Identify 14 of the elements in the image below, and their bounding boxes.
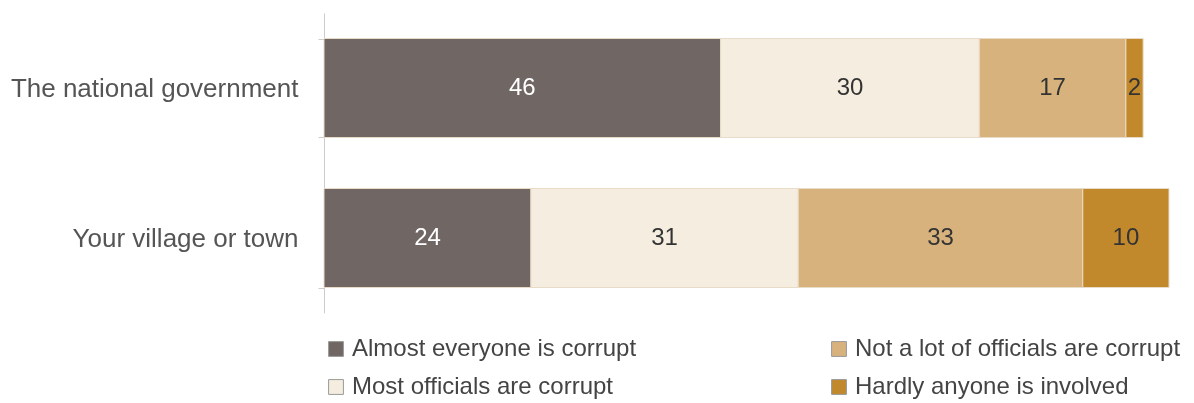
legend-label: Almost everyone is corrupt	[352, 334, 637, 361]
data-label: 2	[1127, 73, 1142, 100]
data-label: 10	[1112, 223, 1140, 250]
data-label: 24	[414, 223, 441, 250]
data-label: 46	[508, 73, 536, 100]
legend-label: Hardly anyone is involved	[855, 372, 1129, 399]
data-label: 17	[1039, 73, 1066, 100]
legend-label: Not a lot of officials are corrupt	[855, 334, 1181, 361]
y-tick-label: Your village or town	[72, 222, 299, 253]
data-label: 30	[836, 73, 864, 100]
y-tick-label: The national government	[10, 72, 300, 103]
data-label: 31	[651, 223, 678, 250]
data-label: 33	[927, 223, 954, 250]
legend-label: Most officials are corrupt	[352, 372, 614, 399]
